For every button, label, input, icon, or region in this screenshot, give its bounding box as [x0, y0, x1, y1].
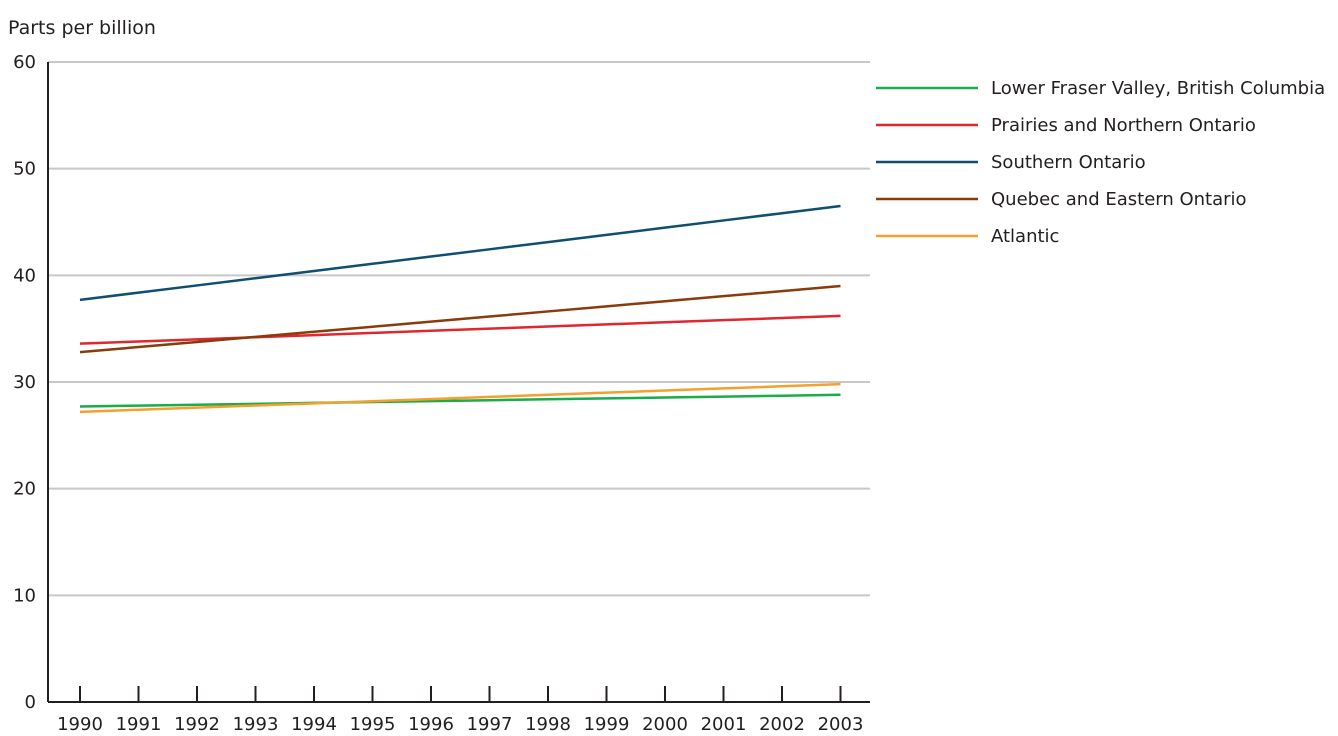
x-tick-label-1997: 1997: [467, 714, 513, 735]
x-tick-label-1992: 1992: [174, 714, 220, 735]
legend-label-prairies-and-northern-ontario: Prairies and Northern Ontario: [991, 115, 1256, 136]
y-axis-title: Parts per billion: [8, 17, 156, 39]
legend-label-southern-ontario: Southern Ontario: [991, 152, 1146, 173]
legend-label-lower-fraser-valley-british-columbia: Lower Fraser Valley, British Columbia: [991, 78, 1325, 99]
x-tick-label-2003: 2003: [818, 714, 864, 735]
legend-label-quebec-and-eastern-ontario: Quebec and Eastern Ontario: [991, 189, 1247, 210]
x-tick-label-1995: 1995: [350, 714, 396, 735]
series-line-southern-ontario: [79, 204, 841, 302]
y-axis-ticks: 0 10 20 30 40 50 60: [13, 52, 36, 713]
x-tick-label-2002: 2002: [759, 714, 805, 735]
series-line-prairies-and-northern-ontario: [79, 314, 841, 345]
y-tick-label-0: 0: [25, 692, 36, 713]
legend-label-atlantic: Atlantic: [991, 226, 1059, 247]
x-tick-label-1991: 1991: [116, 714, 162, 735]
x-tick-label-1993: 1993: [233, 714, 279, 735]
series-line-lower-fraser-valley-british-columbia: [79, 393, 841, 408]
x-tick-label-2000: 2000: [642, 714, 688, 735]
y-tick-label-50: 50: [13, 159, 36, 180]
x-tick-label-1994: 1994: [291, 714, 337, 735]
x-tick-label-2001: 2001: [701, 714, 747, 735]
series-line-quebec-and-eastern-ontario: [79, 284, 841, 354]
gridlines: [48, 61, 870, 597]
x-tick-label-1998: 1998: [525, 714, 571, 735]
y-tick-label-40: 40: [13, 265, 36, 286]
y-tick-label-20: 20: [13, 479, 36, 500]
series-lines: [79, 204, 841, 414]
y-tick-label-60: 60: [13, 52, 36, 73]
y-tick-label-10: 10: [13, 585, 36, 606]
x-tick-label-1996: 1996: [408, 714, 454, 735]
x-axis-ticks: 1990 1991 1992 1993 1994 1995 1996 1997 1998 1999…: [57, 686, 863, 735]
x-tick-label-1990: 1990: [57, 714, 103, 735]
y-tick-label-30: 30: [13, 372, 36, 393]
x-tick-label-1999: 1999: [584, 714, 630, 735]
series-line-atlantic: [79, 382, 841, 414]
legend: Lower Fraser Valley, British Columbia Pra…: [876, 78, 1325, 247]
